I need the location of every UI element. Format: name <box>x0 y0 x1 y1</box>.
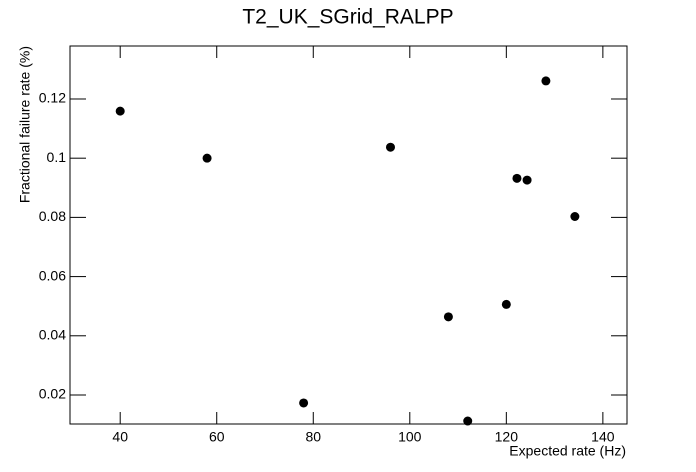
x-tick-label: 80 <box>305 429 321 445</box>
chart-title: T2_UK_SGrid_RALPP <box>242 6 453 29</box>
point <box>463 416 473 426</box>
point <box>541 76 551 86</box>
point <box>202 153 212 163</box>
y-tick-label: 0.02 <box>39 386 66 402</box>
y-axis-label: Fractional failure rate (%) <box>17 46 33 203</box>
point <box>385 142 395 152</box>
x-axis-label: Expected rate (Hz) <box>509 443 626 459</box>
x-tick-label: 140 <box>591 429 615 445</box>
point <box>501 299 511 309</box>
x-tick-label: 60 <box>209 429 225 445</box>
plot-frame <box>69 45 628 425</box>
point <box>570 211 580 221</box>
x-tick-label: 120 <box>495 429 519 445</box>
y-tick-label: 0.08 <box>39 208 66 224</box>
point <box>522 175 532 185</box>
y-tick-label: 0.1 <box>47 149 67 165</box>
point <box>299 398 309 408</box>
y-tick-label: 0.04 <box>39 326 66 342</box>
y-tick-label: 0.12 <box>39 90 66 106</box>
point <box>443 312 453 322</box>
x-tick-label: 40 <box>112 429 128 445</box>
point <box>512 173 522 183</box>
point <box>115 106 125 116</box>
x-tick-label: 100 <box>398 429 422 445</box>
y-tick-label: 0.06 <box>39 267 66 283</box>
